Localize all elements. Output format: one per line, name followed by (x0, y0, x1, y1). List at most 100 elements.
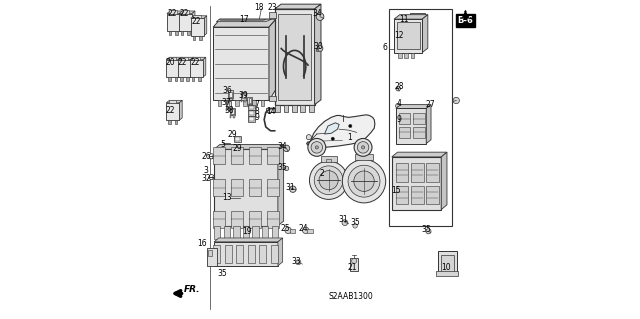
Circle shape (396, 86, 401, 91)
Bar (186, 78, 189, 81)
Bar (260, 100, 264, 106)
Bar (188, 31, 190, 35)
Circle shape (357, 142, 369, 153)
Bar (230, 108, 235, 115)
Text: 24: 24 (299, 224, 308, 233)
Bar (271, 226, 278, 239)
Polygon shape (426, 105, 431, 144)
Bar (199, 36, 202, 40)
Text: 35: 35 (218, 269, 228, 278)
Bar (168, 78, 171, 81)
Bar (275, 9, 315, 105)
Circle shape (308, 138, 326, 156)
Bar (226, 108, 227, 111)
Bar (309, 105, 314, 112)
Bar (231, 179, 243, 196)
Bar (191, 19, 204, 36)
Text: 30: 30 (314, 42, 324, 51)
Bar (271, 245, 278, 263)
Bar (268, 179, 279, 196)
Bar (241, 92, 246, 100)
Circle shape (303, 227, 309, 234)
Polygon shape (180, 11, 183, 31)
Bar (169, 57, 177, 60)
Bar (410, 13, 425, 24)
Bar (248, 245, 255, 263)
Bar (225, 245, 232, 263)
Polygon shape (324, 123, 339, 134)
Text: 33: 33 (291, 257, 301, 266)
Text: 35: 35 (278, 163, 287, 172)
Circle shape (307, 135, 312, 140)
Polygon shape (191, 57, 194, 78)
Polygon shape (392, 152, 447, 157)
Bar (214, 149, 278, 226)
Bar (192, 78, 195, 81)
Bar (251, 104, 252, 107)
Bar (268, 211, 279, 228)
Bar (399, 127, 410, 138)
Bar (326, 159, 331, 162)
Bar (193, 57, 200, 60)
Bar (234, 136, 241, 142)
Bar (411, 186, 424, 204)
Bar (300, 105, 305, 112)
Bar (214, 245, 220, 263)
Circle shape (362, 146, 365, 149)
Bar (248, 110, 255, 116)
Text: 29: 29 (228, 130, 237, 139)
Circle shape (349, 124, 352, 128)
Bar (262, 226, 268, 239)
Polygon shape (441, 152, 447, 210)
Circle shape (342, 220, 348, 226)
Bar (266, 108, 275, 112)
Bar (227, 102, 229, 107)
Bar (243, 100, 247, 106)
Text: 14: 14 (267, 107, 276, 116)
Bar (436, 271, 458, 276)
Polygon shape (278, 238, 283, 266)
Text: 1: 1 (347, 133, 352, 142)
Bar (397, 119, 403, 127)
Text: 19: 19 (242, 227, 252, 236)
Text: 37: 37 (221, 98, 231, 107)
Bar (241, 100, 243, 102)
Bar (249, 117, 254, 121)
Bar (213, 27, 269, 100)
Text: 22: 22 (177, 58, 187, 67)
Bar (388, 9, 452, 226)
Bar (169, 31, 172, 35)
Text: 26: 26 (202, 152, 211, 161)
Text: 35: 35 (350, 218, 360, 227)
Circle shape (290, 186, 296, 192)
Bar (290, 229, 296, 233)
Text: 36: 36 (222, 86, 232, 95)
Bar (250, 179, 260, 196)
Text: 29: 29 (232, 144, 242, 153)
Circle shape (353, 224, 357, 228)
Text: 8: 8 (255, 107, 259, 115)
Bar (207, 248, 217, 266)
Circle shape (209, 154, 214, 159)
Bar (228, 98, 230, 100)
Bar (180, 57, 188, 60)
Polygon shape (214, 145, 284, 149)
Circle shape (316, 13, 324, 20)
Text: 2: 2 (319, 169, 324, 178)
Polygon shape (275, 4, 321, 9)
Bar (167, 14, 180, 31)
Circle shape (296, 260, 301, 265)
Circle shape (317, 46, 323, 51)
Polygon shape (179, 100, 182, 120)
Text: 10: 10 (441, 263, 451, 272)
Circle shape (316, 49, 319, 52)
Bar (307, 229, 313, 233)
Bar (213, 211, 225, 228)
Bar (213, 179, 225, 196)
Circle shape (354, 138, 372, 156)
Polygon shape (315, 4, 321, 105)
Text: 13: 13 (222, 193, 232, 202)
Text: 17: 17 (239, 15, 249, 24)
Polygon shape (219, 19, 266, 20)
Text: 5: 5 (220, 140, 225, 149)
